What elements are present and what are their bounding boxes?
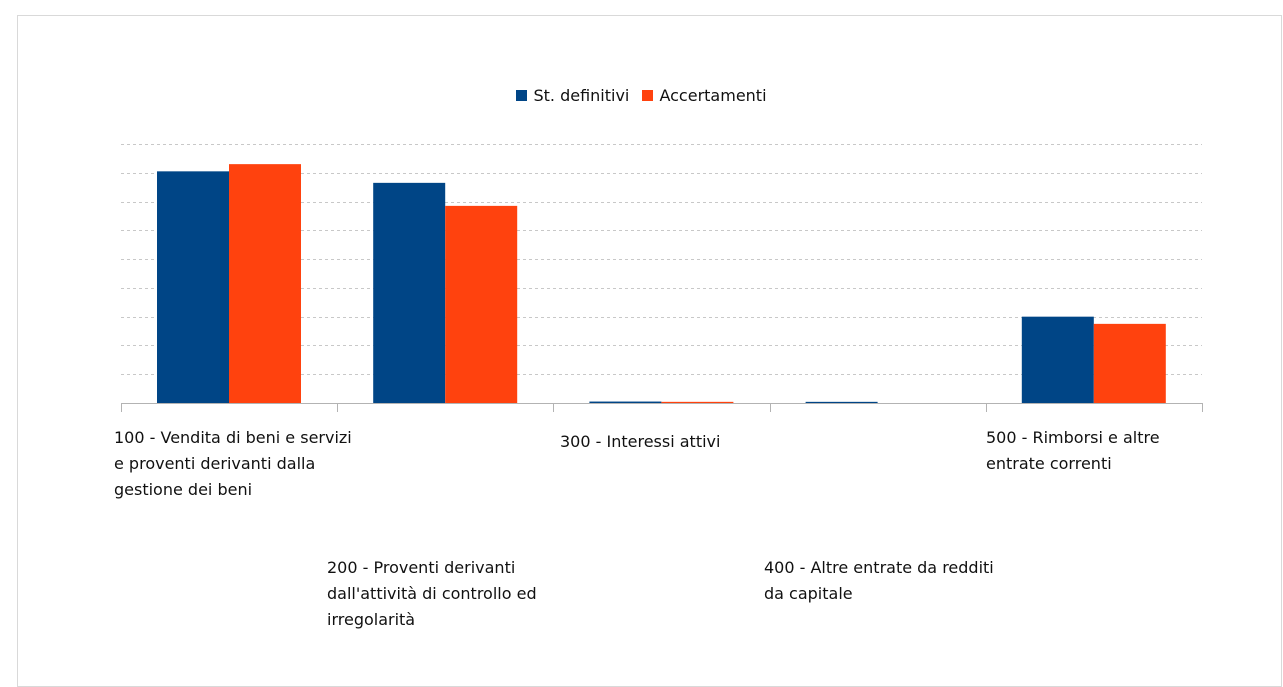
chart-legend: St. definitivi Accertamenti bbox=[0, 86, 1283, 105]
bar-accertamenti-cat-1 bbox=[229, 164, 301, 403]
legend-label-st-definitivi: St. definitivi bbox=[533, 86, 630, 105]
legend-label-accertamenti: Accertamenti bbox=[659, 86, 767, 105]
bar-st-definitivi-cat-4 bbox=[805, 401, 878, 403]
bar-st-definitivi-cat-1 bbox=[157, 171, 229, 403]
bar-accertamenti-cat-5 bbox=[1093, 323, 1166, 403]
legend-swatch-accertamenti bbox=[642, 90, 654, 101]
category-label-300: 300 - Interessi attivi bbox=[560, 432, 721, 451]
bar-st-definitivi-cat-5 bbox=[1021, 316, 1094, 403]
bar-accertamenti-cat-2 bbox=[445, 205, 518, 403]
legend-item-accertamenti: Accertamenti bbox=[642, 86, 767, 105]
legend-swatch-st-definitivi bbox=[516, 90, 528, 101]
bar-st-definitivi-cat-3 bbox=[589, 401, 662, 403]
legend-item-st-definitivi: St. definitivi bbox=[516, 86, 629, 105]
bar-st-definitivi-cat-2 bbox=[373, 182, 446, 403]
category-label-100: 100 - Vendita di beni e servizi e proven… bbox=[114, 428, 352, 499]
bar-accertamenti-cat-3 bbox=[661, 401, 734, 403]
category-label-200: 200 - Proventi derivanti dall'attività d… bbox=[327, 558, 537, 629]
category-label-400: 400 - Altre entrate da redditi da capita… bbox=[764, 558, 994, 603]
category-label-500: 500 - Rimborsi e altre entrate correnti bbox=[986, 428, 1160, 473]
